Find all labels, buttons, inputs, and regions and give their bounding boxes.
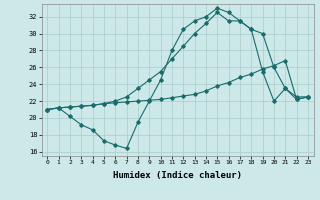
X-axis label: Humidex (Indice chaleur): Humidex (Indice chaleur) [113,171,242,180]
